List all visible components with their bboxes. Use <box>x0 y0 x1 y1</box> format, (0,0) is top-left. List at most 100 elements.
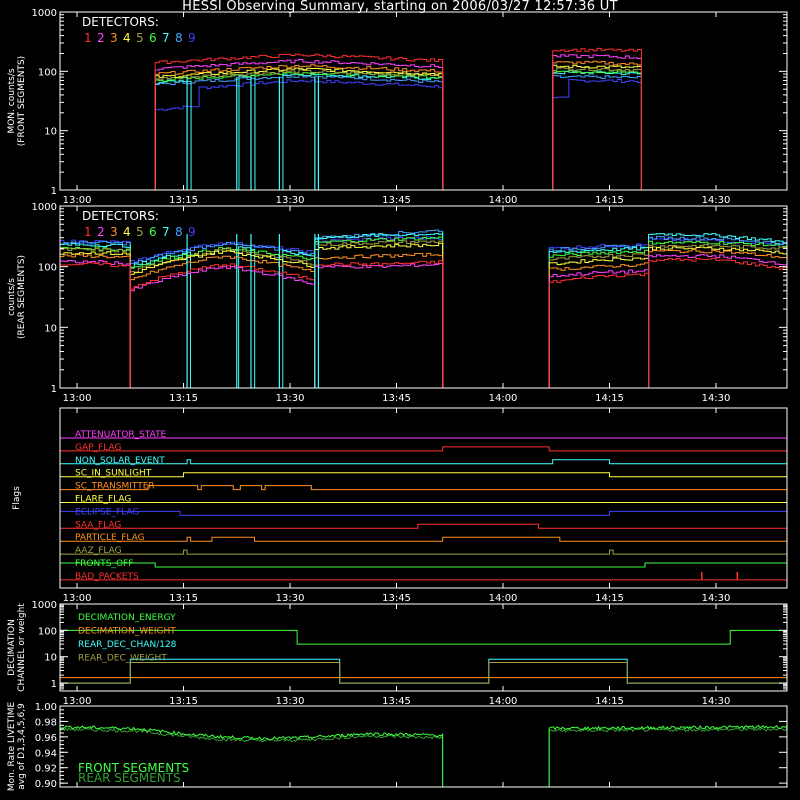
livetime-panel-ytick-label: 0.98 <box>35 717 57 728</box>
front-panel-xtick-label: 13:30 <box>276 195 305 206</box>
front-panel-legend-detector-7: 7 <box>162 31 170 45</box>
flag-attenuator-state-label: ATTENUATOR_STATE <box>75 430 167 440</box>
livetime-front-segments-line <box>59 724 788 788</box>
front-panel-ytick-label: 100 <box>38 67 57 78</box>
front-panel-xtick-label: 14:30 <box>702 195 731 206</box>
flag-flare-flag-label: FLARE_FLAG <box>75 495 131 505</box>
rear-panel-xtick-label: 14:15 <box>595 393 624 404</box>
flags-panel-xtick-label: 14:30 <box>702 593 731 604</box>
livetime-panel-ytick-label: 0.96 <box>35 733 57 744</box>
livetime-rear-segments-line <box>59 726 788 788</box>
livetime-legend-label: FRONT SEGMENTS <box>78 761 189 775</box>
flags-panel-xtick-label: 14:00 <box>489 593 518 604</box>
flag-sc-transmitter-label: SC_TRANSMITTER <box>75 482 155 492</box>
decimation-legend-label: DECIMATION_ENERGY <box>78 613 176 623</box>
front-panel-ylabel: (FRONT SEGMENTS) <box>17 56 27 146</box>
decimation-legend-label: REAR_DEC_CHAN/128 <box>78 640 177 650</box>
rear-panel-ytick-label: 1000 <box>32 202 57 213</box>
flags-panel-xtick-label: 13:15 <box>169 593 198 604</box>
front-panel-legend-title: DETECTORS: <box>82 15 159 29</box>
decimation-panel-xtick-label: 13:45 <box>382 696 411 707</box>
rear-panel-legend-detector-1: 1 <box>84 225 92 239</box>
front-panel-legend-detector-3: 3 <box>110 31 118 45</box>
decimation-panel-frame <box>59 603 788 692</box>
livetime-panel-ytick-label: 0.94 <box>35 748 57 759</box>
front-panel-ylabel: MON. counts/s <box>7 68 17 133</box>
rear-panel-detector-4-line <box>59 242 788 389</box>
front-panel-ytick-label: 1000 <box>32 8 57 19</box>
front-panel-legend-detector-5: 5 <box>136 31 144 45</box>
decimation-panel-xtick-label: 14:15 <box>595 696 624 707</box>
rear-panel-ytick-label: 1 <box>51 384 57 395</box>
flag-gap-flag-line <box>60 446 787 452</box>
rear-panel-xtick-label: 13:45 <box>382 393 411 404</box>
front-panel-series-group <box>60 47 787 191</box>
flags-panel-ylabel: Flags <box>12 486 22 510</box>
decimation-panel-ytick-label: 1000 <box>32 600 57 611</box>
rear-panel-legend-detector-5: 5 <box>136 225 144 239</box>
front-panel-frame <box>59 11 788 191</box>
livetime-panel-frame <box>59 705 788 788</box>
front-panel-legend-detector-9: 9 <box>188 31 196 45</box>
decimation-panel-xtick-label: 13:30 <box>276 696 305 707</box>
rear-panel-xtick-label: 13:15 <box>169 393 198 404</box>
livetime-panel-ylabel: Mon. Rate LIVETIME <box>7 702 17 792</box>
front-panel-xtick-label: 13:00 <box>63 195 92 206</box>
front-panel-xtick-label: 14:15 <box>595 195 624 206</box>
front-panel-legend-detector-6: 6 <box>149 31 157 45</box>
decimation-panel-ytick-label: 100 <box>38 626 57 637</box>
flag-particle-flag-line <box>60 536 787 542</box>
flag-bad-packets-label: BAD_PACKETS <box>75 572 139 582</box>
flag-fronts-off-line <box>59 562 788 568</box>
flags-panel-frame <box>59 407 788 589</box>
flag-eclipse-flag-line <box>59 510 788 516</box>
flags-panel-xtick-label: 13:00 <box>63 593 92 604</box>
front-panel-legend-detector-4: 4 <box>123 31 131 45</box>
flag-non-solar-event-label: NON_SOLAR_EVENT <box>75 456 165 466</box>
page-title: HESSI Observing Summary, starting on 200… <box>182 0 618 14</box>
flags-panel-xtick-label: 13:30 <box>276 593 305 604</box>
rear-panel-legend-detector-7: 7 <box>162 225 170 239</box>
front-panel-legend-detector-8: 8 <box>175 31 183 45</box>
front-panel-detector-3-line <box>60 60 787 191</box>
rear-panel-legend-detector-9: 9 <box>188 225 196 239</box>
rear-panel-detector-1-line <box>59 257 788 389</box>
rear-panel-legend-detector-3: 3 <box>110 225 118 239</box>
front-panel-detector-9-line <box>60 78 787 191</box>
flag-sc-in-sunlight-label: SC_IN_SUNLIGHT <box>75 469 152 479</box>
rear-panel-legend-detector-2: 2 <box>97 225 105 239</box>
rear-panel-xtick-label: 13:30 <box>276 393 305 404</box>
livetime-panel-ytick-label: 1.00 <box>35 702 57 713</box>
decimation-legend-label: REAR_DEC_WEIGHT <box>78 654 167 664</box>
decimation-panel-xtick-label: 14:30 <box>702 696 731 707</box>
flag-non-solar-event-line <box>60 459 787 465</box>
flag-fronts-off-label: FRONTS_OFF <box>75 559 133 569</box>
flag-saa-flag-line <box>60 523 787 529</box>
flag-gap-flag-label: GAP_FLAG <box>75 443 121 453</box>
flag-saa-flag-label: SAA_FLAG <box>75 520 121 530</box>
front-panel-legend-detector-1: 1 <box>84 31 92 45</box>
decimation-panel-xtick-label: 14:00 <box>489 696 518 707</box>
flag-aaz-flag-line <box>60 549 787 555</box>
decimation-panel-ylabel: CHANNEL or weight <box>17 603 27 692</box>
front-panel-detector-6-line <box>60 69 787 191</box>
front-panel-detector-4-line <box>60 64 787 191</box>
rear-panel-legend-detector-8: 8 <box>175 225 183 239</box>
front-panel-detector-1-line <box>60 47 787 191</box>
rear-panel-frame <box>59 205 788 389</box>
rear-panel-detector-8-line <box>59 229 788 389</box>
flag-sc-transmitter-line <box>60 485 787 491</box>
rear-panel-xtick-label: 13:00 <box>63 393 92 404</box>
rear-panel-detector-6-line <box>59 236 788 389</box>
rear-panel-legend-title: DETECTORS: <box>82 209 159 223</box>
front-panel-xtick-label: 14:00 <box>489 195 518 206</box>
front-panel-ytick-label: 10 <box>44 127 57 138</box>
front-panel-legend-detector-2: 2 <box>97 31 105 45</box>
rear-panel-ytick-label: 100 <box>38 263 57 274</box>
front-panel-detector-7-line <box>60 70 787 191</box>
livetime-panel-ytick-label: 0.90 <box>35 779 57 790</box>
decimation-decimation-energy-line <box>60 629 787 645</box>
rear-panel-legend-detector-4: 4 <box>123 225 131 239</box>
flag-eclipse-flag-label: ECLIPSE_FLAG <box>75 507 139 517</box>
